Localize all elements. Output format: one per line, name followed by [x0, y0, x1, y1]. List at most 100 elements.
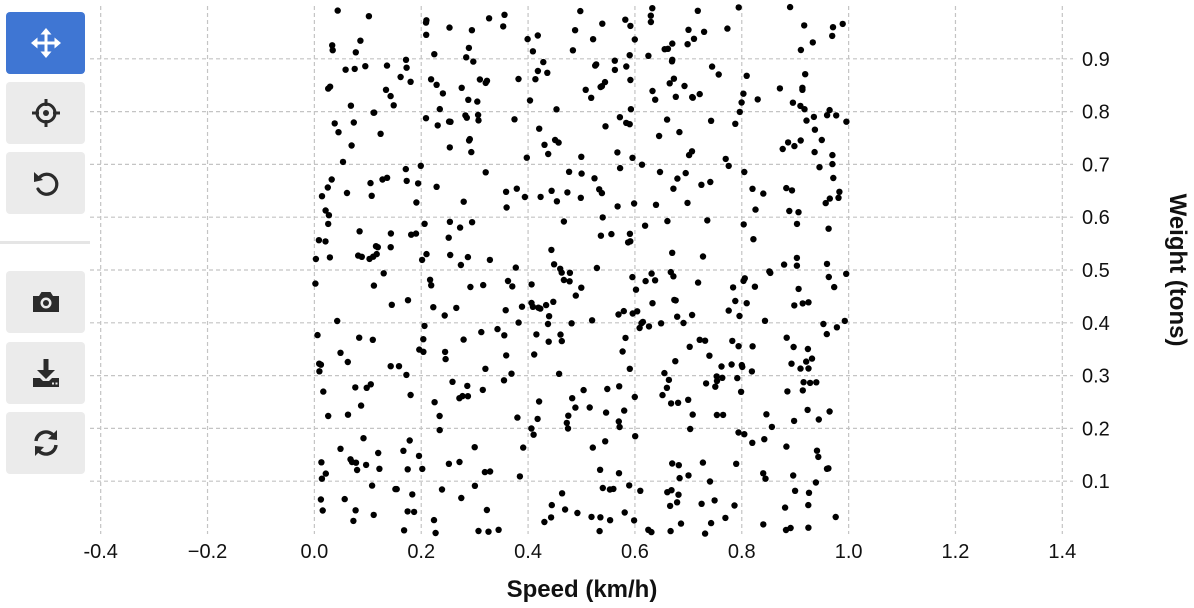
screenshot-button[interactable]: [6, 271, 85, 333]
x-tick-label: −0.2: [188, 541, 227, 563]
scatter-point: [564, 189, 571, 196]
scatter-point: [806, 379, 814, 387]
scatter-point: [805, 365, 812, 372]
scatter-point: [836, 188, 843, 195]
scatter-point: [322, 207, 329, 214]
scatter-point: [475, 117, 482, 124]
scatter-point: [419, 465, 426, 473]
scatter-point: [677, 520, 685, 527]
scatter-point: [805, 524, 812, 531]
scatter-point: [621, 407, 628, 414]
scatter-point: [586, 404, 593, 411]
scatter-point: [480, 281, 487, 289]
scatter-point: [712, 383, 719, 390]
scatter-point: [724, 25, 731, 32]
scatter-point: [642, 277, 649, 285]
scatter-point: [343, 189, 351, 197]
scatter-point: [553, 198, 561, 205]
scatter-point: [597, 232, 605, 239]
scatter-point: [501, 332, 508, 339]
scatter-point: [811, 126, 819, 133]
scatter-point: [593, 61, 600, 68]
x-tick-label: 1.2: [942, 541, 970, 563]
scatter-point: [387, 244, 394, 251]
scatter-point: [377, 130, 384, 137]
scatter-point: [728, 361, 735, 368]
scatter-point: [458, 84, 465, 92]
scatter-point: [749, 439, 756, 446]
scatter-point: [588, 94, 595, 102]
scatter-point: [799, 84, 806, 92]
scatter-point: [362, 461, 370, 469]
scatter-point: [486, 468, 494, 475]
scatter-point: [426, 276, 434, 283]
scatter-point: [580, 386, 587, 394]
scatter-point: [823, 260, 831, 268]
scatter-point: [558, 490, 566, 497]
scatter-point: [763, 411, 770, 418]
scatter-point: [701, 337, 709, 344]
scatter-point: [754, 96, 761, 103]
scatter-point: [829, 32, 836, 40]
scatter-point: [458, 494, 465, 502]
reset-button[interactable]: [6, 152, 85, 214]
scatter-point: [341, 495, 348, 503]
scatter-point: [540, 58, 547, 66]
scatter-point: [669, 56, 676, 63]
scatter-point: [737, 388, 745, 395]
scatter-point: [815, 453, 822, 461]
scatter-point: [701, 530, 709, 537]
scatter-point: [649, 87, 656, 95]
scatter-point: [674, 175, 681, 182]
scatter-point: [655, 132, 663, 140]
scatter-point: [732, 297, 739, 305]
scatter-point: [803, 117, 810, 124]
scatter-point: [550, 298, 557, 305]
scatter-point: [565, 412, 572, 419]
scatter-point: [441, 348, 449, 356]
scatter-point: [403, 177, 410, 185]
download-button[interactable]: [6, 342, 85, 404]
scatter-point: [622, 334, 629, 342]
scatter-point: [593, 264, 601, 272]
scatter-point: [365, 13, 373, 20]
scatter-point: [322, 238, 329, 245]
scatter-point: [706, 352, 713, 359]
scatter-point: [397, 73, 404, 81]
scatter-point: [707, 178, 714, 186]
scatter-point: [409, 491, 416, 498]
scatter-point: [663, 116, 671, 123]
scatter-point: [793, 254, 801, 262]
scatter-point: [791, 302, 798, 309]
scatter-point: [432, 529, 439, 537]
crosshair-button[interactable]: [6, 82, 85, 144]
scatter-point: [319, 507, 326, 514]
pan-button[interactable]: [6, 12, 85, 74]
scatter-point: [533, 331, 540, 338]
scatter-point: [805, 299, 812, 306]
scatter-point: [809, 39, 816, 46]
y-tick-label: 0.6: [1082, 207, 1110, 229]
scatter-point: [684, 199, 691, 207]
scatter-point: [420, 348, 427, 355]
move-arrows-icon: [30, 28, 61, 58]
scatter-point: [463, 114, 470, 121]
scatter-point: [626, 230, 634, 237]
scatter-point: [486, 256, 494, 264]
scatter-point: [430, 516, 438, 524]
refresh-button[interactable]: [6, 412, 85, 474]
scatter-point: [615, 311, 622, 318]
scatter-point: [645, 52, 652, 59]
scatter-point: [735, 4, 742, 11]
scatter-point: [457, 261, 465, 269]
scatter-point: [599, 484, 606, 492]
scatter-point: [356, 334, 363, 341]
scatter-point: [616, 114, 624, 121]
scatter-point: [631, 393, 638, 401]
scatter-point: [513, 185, 520, 192]
scatter-point: [577, 194, 584, 201]
scatter-point: [557, 331, 564, 338]
scatter-point: [392, 485, 399, 493]
scatter-point: [615, 418, 622, 425]
